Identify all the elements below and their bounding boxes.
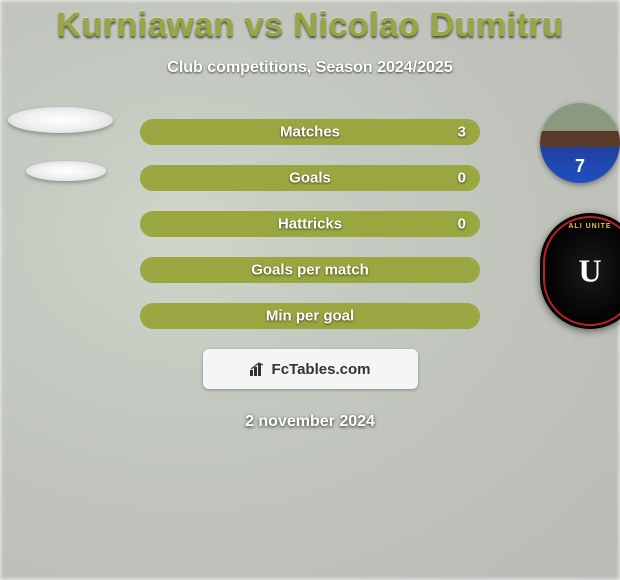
player1-placeholder [8,107,113,133]
bar-label: Goals [289,170,331,187]
bar-value: 0 [458,170,466,187]
bar-value: 0 [458,216,466,233]
left-avatars [8,107,113,181]
player2-avatar [540,103,620,183]
stat-bar-goals: Goals 0 [140,165,480,191]
footer-brand-box[interactable]: FcTables.com [203,349,418,389]
bar-label: Matches [280,124,340,141]
content-wrap: Kurniawan vs Nicolao Dumitru Club compet… [0,0,620,431]
stat-bar-matches: Matches 3 [140,119,480,145]
bar-value: 3 [458,124,466,141]
club2-badge: ALI UNITE [540,213,620,329]
stat-bars: Matches 3 Goals 0 Hattricks 0 Goals per … [140,119,480,329]
chart-icon [250,362,268,376]
bar-label: Min per goal [266,308,354,325]
bar-label: Goals per match [251,262,369,279]
bar-label: Hattricks [278,216,342,233]
right-avatars: ALI UNITE [540,103,620,329]
page-title: Kurniawan vs Nicolao Dumitru [0,6,620,45]
badge-text: ALI UNITE [540,223,620,230]
stat-bar-hattricks: Hattricks 0 [140,211,480,237]
stat-bar-goals-per-match: Goals per match [140,257,480,283]
stats-section: ALI UNITE Matches 3 Goals 0 Hattricks 0 … [0,119,620,431]
stat-bar-min-per-goal: Min per goal [140,303,480,329]
footer-brand-text: FcTables.com [272,361,371,378]
club1-placeholder [26,161,106,181]
date-text: 2 november 2024 [0,413,620,431]
subtitle: Club competitions, Season 2024/2025 [0,59,620,77]
